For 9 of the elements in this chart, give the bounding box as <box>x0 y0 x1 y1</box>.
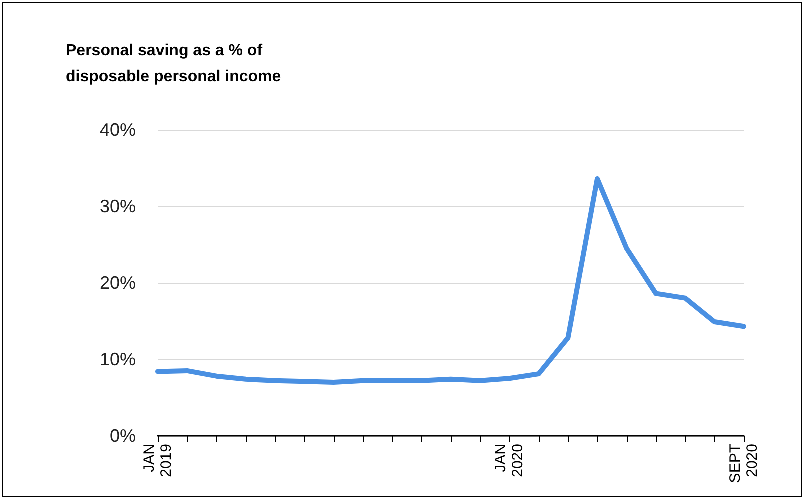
y-tick-label: 20% <box>100 273 136 293</box>
x-tick-label: SEPT 2020 <box>727 444 761 484</box>
y-tick-label: 0% <box>110 426 136 446</box>
y-tick-label: 40% <box>100 120 136 140</box>
chart-title: Personal saving as a % of disposable personal income <box>66 42 282 86</box>
x-tick-label: JAN 2019 <box>141 444 175 478</box>
y-tick-label: 30% <box>100 196 136 216</box>
x-tick-label: JAN 2020 <box>492 444 527 478</box>
y-tick-label: 10% <box>100 350 136 370</box>
